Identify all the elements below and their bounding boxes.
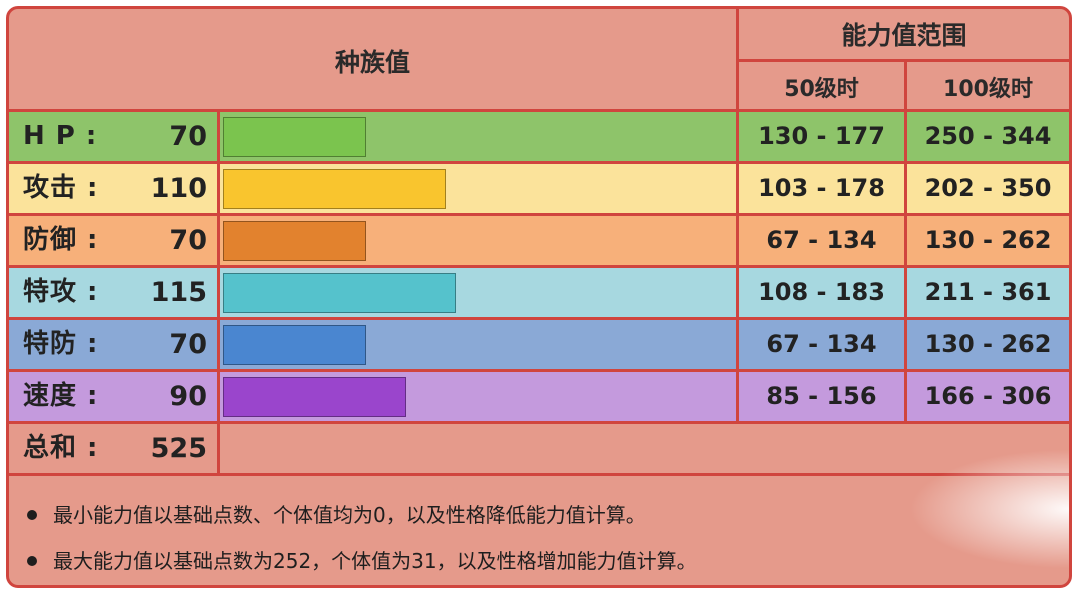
range-lv50: 130 - 177 [758, 122, 885, 150]
base-stats-header: 种族值 [334, 47, 410, 77]
range-lv100: 250 - 344 [924, 122, 1052, 150]
stat-label: 攻击 : [23, 173, 99, 203]
note-text: 最大能力值以基础点数为252，个体值为31，以及性格增加能力值计算。 [53, 549, 697, 573]
stat-bar [223, 169, 446, 209]
range-lv50: 85 - 156 [766, 382, 877, 410]
stat-value: 110 [150, 173, 207, 204]
stat-row-attack: 攻击 : 110 103 - 178 202 - 350 [9, 164, 1069, 213]
stat-row-hp: H P : 70 130 - 177 250 - 344 [9, 112, 1069, 161]
divider [9, 421, 1069, 424]
stat-bar [223, 221, 366, 261]
row-bg [9, 112, 1069, 161]
divider [9, 473, 1069, 476]
stat-value: 70 [169, 329, 207, 360]
note-min: 最小能力值以基础点数、个体值均为0，以及性格降低能力值计算。 [27, 499, 646, 528]
stats-table: 种族值 能力值范围 50级时 100级时 H P : 70 130 - 177 … [6, 6, 1072, 588]
stat-row-sp-defense: 特防 : 70 67 - 134 130 - 262 [9, 320, 1069, 369]
divider [904, 59, 907, 424]
stat-row-total: 总和 : 525 [9, 424, 1069, 473]
stat-label: 防御 : [23, 225, 99, 255]
stat-range-header: 能力值范围 [841, 21, 967, 50]
stat-value: 90 [169, 381, 207, 412]
bullet-icon [27, 555, 37, 566]
stat-label: 特防 : [23, 329, 99, 359]
range-lv100: 202 - 350 [924, 174, 1052, 202]
stat-label: 特攻 : [23, 277, 99, 307]
stat-value: 115 [150, 277, 207, 308]
range-lv50: 67 - 134 [766, 330, 877, 358]
divider [736, 9, 739, 424]
row-bg [9, 216, 1069, 265]
range-lv100: 130 - 262 [924, 330, 1052, 358]
stat-row-sp-attack: 特攻 : 115 108 - 183 211 - 361 [9, 268, 1069, 317]
stat-label: H P : [23, 121, 98, 151]
divider [9, 369, 1069, 372]
stat-bar [223, 117, 366, 157]
total-label: 总和 : [23, 433, 99, 463]
note-text: 最小能力值以基础点数、个体值均为0，以及性格降低能力值计算。 [53, 503, 646, 527]
divider [9, 265, 1069, 268]
range-lv50: 67 - 134 [766, 226, 877, 254]
bullet-icon [27, 509, 37, 520]
divider [9, 213, 1069, 216]
divider [9, 317, 1069, 320]
stat-bar [223, 273, 456, 313]
level50-header: 50级时 [784, 77, 859, 102]
stat-row-defense: 防御 : 70 67 - 134 130 - 262 [9, 216, 1069, 265]
divider [217, 109, 220, 476]
row-bg [9, 320, 1069, 369]
range-lv100: 211 - 361 [924, 278, 1052, 306]
stat-label: 速度 : [23, 381, 99, 411]
note-max: 最大能力值以基础点数为252，个体值为31，以及性格增加能力值计算。 [27, 545, 697, 574]
stat-bar [223, 377, 406, 417]
row-bg [9, 268, 1069, 317]
stat-value: 70 [169, 121, 207, 152]
row-bg [9, 372, 1069, 421]
stat-row-speed: 速度 : 90 85 - 156 166 - 306 [9, 372, 1069, 421]
divider [9, 161, 1069, 164]
range-lv50: 108 - 183 [758, 278, 885, 306]
range-lv50: 103 - 178 [758, 174, 885, 202]
watermark-glow [909, 449, 1069, 569]
range-lv100: 166 - 306 [924, 382, 1052, 410]
row-bg [9, 164, 1069, 213]
stat-bar [223, 325, 366, 365]
total-value: 525 [150, 433, 207, 464]
range-lv100: 130 - 262 [924, 226, 1052, 254]
divider [9, 109, 1069, 112]
level100-header: 100级时 [943, 77, 1033, 102]
stat-value: 70 [169, 225, 207, 256]
